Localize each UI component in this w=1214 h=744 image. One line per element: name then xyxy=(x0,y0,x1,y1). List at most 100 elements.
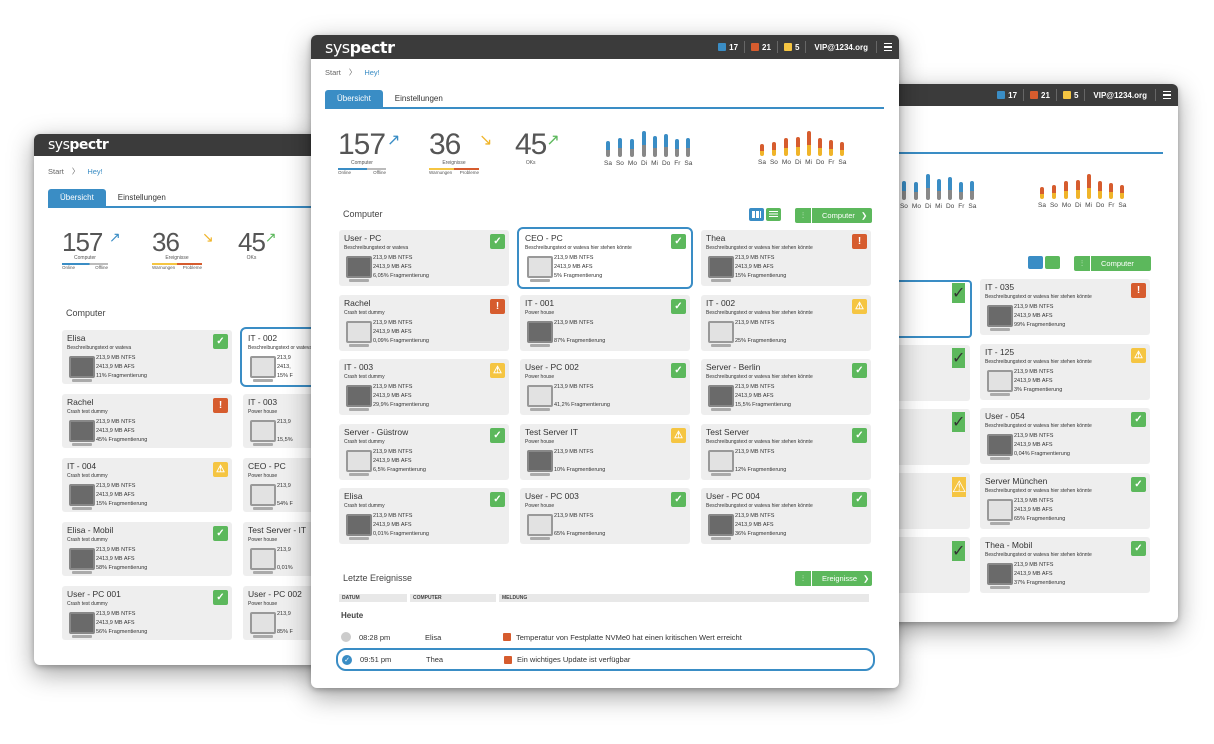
day-label: Sa xyxy=(604,160,612,167)
computer-card[interactable]: Elisa Beschreibungstext or wateva 213,9 MB… xyxy=(62,330,232,384)
computer-card[interactable]: User - PC 001 Crash test dummy 213,9 MB NT… xyxy=(62,586,232,640)
computer-card[interactable]: Test Server IT Power house 213,9 MB NTFS 10… xyxy=(520,423,690,480)
card-stats: 213,9 85% F xyxy=(277,611,293,635)
computer-icon xyxy=(69,484,95,510)
computer-card[interactable]: Rachel Crash test dummy 213,9 MB NTFS 2413,… xyxy=(339,294,509,351)
card-description: Beschreibungstext or wateva xyxy=(67,345,132,351)
computer-card[interactable]: Elisa Crash test dummy 213,9 MB NTFS 2413,9… xyxy=(339,488,509,544)
bar xyxy=(617,138,622,157)
day-label: Di xyxy=(640,160,648,167)
event-row-selected[interactable]: ✓ 09:51 pm Thea Ein wichtiges Update ist… xyxy=(336,648,875,671)
computer-card[interactable]: User - PC Beschreibungstext or wateva 213,… xyxy=(339,230,509,286)
computer-card[interactable]: Thea - Mobil Beschreibungstext or wateva … xyxy=(980,537,1150,593)
card-title: Test Server - IT xyxy=(248,525,307,535)
computer-card[interactable]: Server - Berlin Beschreibungstext or wate… xyxy=(701,359,871,415)
alerts-counter[interactable]: 21 xyxy=(745,41,778,53)
card-title: Rachel xyxy=(67,397,94,407)
user-email[interactable]: VIP@1234.org xyxy=(1085,89,1156,101)
computer-button[interactable]: ⫶ Computer xyxy=(1074,256,1151,271)
list-view-button[interactable] xyxy=(766,208,781,221)
computer-card[interactable]: User - PC 004 Beschreibungstext or wateva… xyxy=(701,488,871,544)
card-description: Power house xyxy=(248,537,278,543)
computer-card[interactable]: User - PC 002 Power house 213,9 MB NTFS 41,… xyxy=(520,359,690,415)
card-stats: 213,9 0,01% xyxy=(277,547,293,571)
events-button[interactable]: ⫶ Ereignisse ❯ xyxy=(795,571,872,586)
grid-view-button[interactable] xyxy=(1028,256,1043,269)
bar-7: Sa xyxy=(838,142,846,166)
event-row[interactable]: 08:28 pm Elisa Temperatur von Festplatte… xyxy=(339,628,874,646)
card-description: Crash test dummy xyxy=(344,374,385,380)
col-date[interactable]: DATUM xyxy=(339,594,407,602)
bar xyxy=(1120,185,1125,199)
computer-button[interactable]: ⫶ Computer ❯ xyxy=(795,208,872,223)
computer-card[interactable]: Thea Beschreibungstext or wateva hier ste… xyxy=(701,230,871,286)
computer-card[interactable]: Test Server - IT Power house 213,9 0,01% xyxy=(243,522,324,576)
menu-icon[interactable] xyxy=(1156,90,1178,100)
bar-3: Di xyxy=(1075,180,1081,209)
computer-icon xyxy=(346,320,372,347)
computer-card[interactable]: User - PC 003 Power house 213,9 MB NTFS 65%… xyxy=(520,488,690,544)
day-label: Sa xyxy=(684,160,693,167)
bar-4: Mi xyxy=(651,136,658,167)
menu-icon[interactable] xyxy=(877,42,899,52)
bar-2: Mo xyxy=(912,182,921,210)
computer-card[interactable]: CEO - PC Power house 213,9 54% F xyxy=(243,458,324,512)
kpi-ok: 45 OKs ↗ xyxy=(515,128,560,167)
breadcrumb-start[interactable]: Start xyxy=(325,68,341,77)
downloads-counter[interactable]: 17 xyxy=(712,41,746,53)
warnings-counter[interactable]: 5 xyxy=(778,41,807,53)
computer-card[interactable]: IT - 125 Beschreibungstext or wateva hier… xyxy=(980,343,1150,400)
downloads-counter[interactable]: 17 xyxy=(991,89,1025,101)
computer-card[interactable]: IT - 035 Beschreibungstext or wateva hier… xyxy=(980,279,1150,335)
partial-card-selected[interactable] xyxy=(880,280,972,338)
computer-card[interactable]: CEO - PC Beschreibungstext or wateva hier… xyxy=(517,227,693,289)
computer-card[interactable]: Test Server Beschreibungstext or wateva h… xyxy=(701,423,871,480)
bar xyxy=(840,142,845,156)
card-stats: 213,9 MB NTFS 2413,9 MB AFS 58% Fragmentie… xyxy=(96,547,148,571)
computer-card[interactable]: Elisa - Mobil Crash test dummy 213,9 MB NT… xyxy=(62,522,232,576)
bar-5: Do xyxy=(662,134,670,167)
bar-2: Mo xyxy=(1062,181,1071,209)
tab-settings[interactable]: Einstellungen xyxy=(117,193,166,202)
col-message[interactable]: MELDUNG xyxy=(499,594,869,602)
card-title: Elisa xyxy=(67,333,86,343)
filter-icon: ⫶ xyxy=(795,208,812,223)
tab-overview[interactable]: Übersicht xyxy=(48,189,106,206)
tab-overview[interactable]: Übersicht xyxy=(325,90,383,107)
computer-card[interactable]: Rachel Crash test dummy 213,9 MB NTFS 2413,… xyxy=(62,394,232,448)
computer-card[interactable]: IT - 002 Beschreibungstext or wateva hier… xyxy=(701,294,871,351)
breadcrumb: Start 〉 Hey! xyxy=(48,166,103,177)
bar xyxy=(784,138,789,156)
computer-card[interactable]: IT - 003 Power house 213,9 15,5% xyxy=(243,394,324,448)
col-computer[interactable]: COMPUTER xyxy=(410,594,496,602)
computer-card[interactable]: Server München Beschreibungstext or watev… xyxy=(980,472,1150,529)
computer-icon xyxy=(69,612,95,638)
alerts-counter[interactable]: 21 xyxy=(1024,89,1057,101)
warning-icon: ⚠ xyxy=(671,427,686,443)
computer-card[interactable]: User - 054 Beschreibungstext or wateva hi… xyxy=(980,408,1150,464)
window-left: syspectr Start 〉 Hey! Übersicht Einstell… xyxy=(34,134,324,665)
list-view-button[interactable] xyxy=(1045,256,1060,269)
breadcrumb-start[interactable]: Start xyxy=(48,167,64,176)
computer-card[interactable]: IT - 003 Crash test dummy 213,9 MB NTFS 241… xyxy=(339,359,509,415)
computer-card[interactable]: User - PC 002 Power house 213,9 85% F xyxy=(243,586,324,640)
computer-card[interactable]: IT - 001 Power house 213,9 MB NTFS 87% Frag… xyxy=(520,294,690,351)
computer-card[interactable]: Server - Güstrow Crash test dummy 213,9 MB… xyxy=(339,423,509,480)
check-circle-icon[interactable]: ✓ xyxy=(342,654,352,665)
tab-bar: Übersicht Einstellungen xyxy=(325,90,884,109)
user-email[interactable]: VIP@1234.org xyxy=(806,41,877,53)
warnings-counter[interactable]: 5 xyxy=(1057,89,1086,101)
row-checkbox[interactable] xyxy=(341,632,351,642)
bar-7: Sa xyxy=(968,181,976,210)
bar-5: Do xyxy=(946,177,954,210)
computer-card[interactable]: IT - 004 Crash test dummy 213,9 MB NTFS 241… xyxy=(62,458,232,512)
computer-icon xyxy=(250,612,276,638)
check-icon: ✓ xyxy=(671,298,686,314)
computer-icon xyxy=(346,385,372,411)
day-label: Mo xyxy=(1061,202,1071,209)
computer-card[interactable]: IT - 002 Beschreibungstext or wateva 213,9… xyxy=(240,327,324,387)
grid-view-button[interactable] xyxy=(749,208,764,221)
card-stats: 213,9 MB NTFS 2413,9 MB AFS 15% Fragmentie… xyxy=(96,483,148,507)
tab-settings[interactable]: Einstellungen xyxy=(394,94,443,103)
